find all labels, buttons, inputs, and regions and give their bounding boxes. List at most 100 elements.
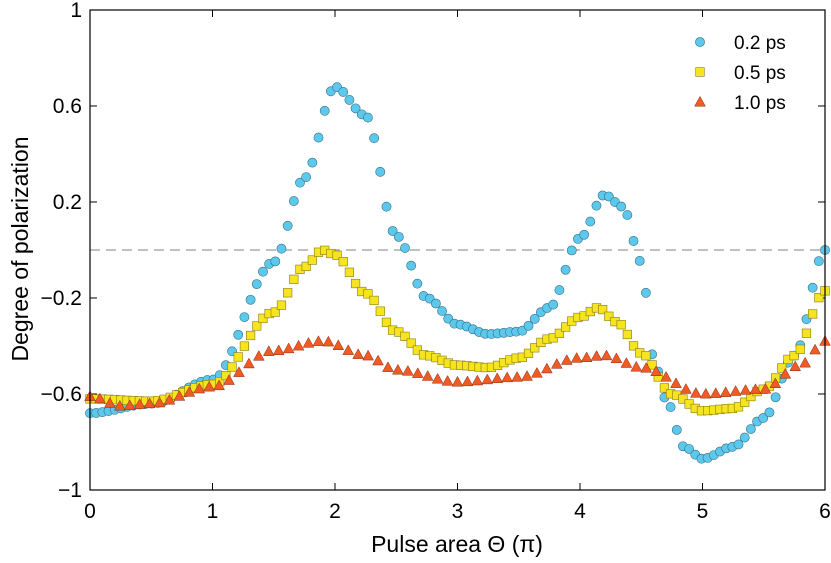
- data-point: [603, 191, 614, 202]
- data-point: [521, 370, 533, 381]
- data-point: [671, 424, 682, 435]
- data-point: [153, 396, 166, 408]
- legend-label: 0.2 ps: [734, 33, 786, 54]
- legend-marker: [695, 67, 705, 77]
- data-point: [739, 432, 750, 443]
- y-axis-title: Degree of polarization: [7, 136, 33, 361]
- data-point: [451, 375, 464, 387]
- data-point: [123, 399, 136, 410]
- data-point: [392, 363, 404, 375]
- data-point: [709, 387, 722, 398]
- data-point: [430, 298, 441, 309]
- data-point: [634, 255, 645, 266]
- data-point: [183, 386, 196, 397]
- data-point: [813, 256, 824, 267]
- data-point: [814, 293, 824, 303]
- data-point: [808, 309, 818, 319]
- data-point: [650, 365, 662, 376]
- data-point: [350, 278, 361, 289]
- data-point: [616, 201, 627, 212]
- data-point: [338, 257, 348, 267]
- data-point: [307, 157, 318, 168]
- data-point: [270, 256, 281, 267]
- data-point: [659, 383, 670, 393]
- data-point: [598, 304, 608, 315]
- data-point: [288, 196, 299, 206]
- data-point: [777, 363, 787, 373]
- data-point: [560, 322, 571, 332]
- data-point: [745, 424, 756, 434]
- data-point: [795, 344, 805, 354]
- y-tick-label: −0.6: [41, 383, 82, 406]
- series-1-0-ps: [84, 335, 831, 411]
- data-point: [282, 220, 293, 231]
- data-point: [764, 407, 775, 418]
- data-point: [307, 255, 317, 265]
- data-point: [411, 367, 424, 378]
- data-point: [270, 307, 280, 317]
- data-point: [233, 352, 243, 362]
- data-point: [104, 397, 116, 408]
- data-point: [369, 295, 379, 306]
- data-point: [622, 210, 633, 220]
- x-axis-title: Pulse area Θ (π): [371, 531, 543, 557]
- data-point: [295, 177, 305, 188]
- data-point: [641, 351, 651, 361]
- data-point: [382, 361, 394, 372]
- data-point: [620, 357, 633, 368]
- data-point: [437, 306, 447, 316]
- data-point: [441, 375, 454, 386]
- data-point: [585, 216, 596, 227]
- data-point: [630, 360, 643, 372]
- data-point: [801, 328, 812, 338]
- data-point: [301, 261, 311, 271]
- data-point: [412, 278, 423, 289]
- y-tick-label: 1: [70, 0, 82, 22]
- data-point: [332, 339, 345, 350]
- data-point: [779, 368, 792, 379]
- data-point: [143, 397, 156, 409]
- data-point: [283, 288, 293, 298]
- data-point: [227, 362, 237, 372]
- data-point: [670, 377, 682, 388]
- data-point: [239, 341, 250, 351]
- data-point: [560, 354, 573, 365]
- data-point: [375, 306, 385, 316]
- data-point: [554, 285, 565, 295]
- data-point: [622, 329, 632, 340]
- data-point: [221, 370, 231, 381]
- data-point: [406, 260, 417, 271]
- data-point: [590, 350, 603, 361]
- legend-marker: [695, 37, 705, 47]
- data-point: [243, 357, 255, 369]
- data-point: [252, 321, 262, 331]
- data-point: [749, 383, 762, 394]
- data-point: [640, 287, 651, 298]
- data-point: [560, 264, 571, 275]
- data-point: [678, 394, 688, 404]
- data-point: [313, 132, 324, 143]
- data-point: [640, 361, 653, 373]
- data-point: [461, 375, 474, 387]
- data-point: [665, 402, 676, 412]
- data-point: [272, 344, 285, 355]
- data-point: [381, 201, 392, 212]
- data-point: [739, 384, 752, 395]
- data-point: [223, 374, 235, 385]
- data-point: [312, 335, 325, 346]
- data-point: [372, 354, 384, 366]
- data-point: [628, 341, 639, 351]
- data-point: [332, 250, 342, 260]
- data-point: [251, 279, 262, 290]
- data-point: [471, 374, 484, 386]
- data-point: [245, 294, 256, 305]
- x-tick-label: 5: [697, 500, 709, 523]
- data-point: [133, 398, 146, 409]
- data-point: [770, 392, 781, 403]
- data-point: [375, 166, 386, 177]
- data-point: [350, 103, 361, 114]
- data-point: [809, 343, 821, 355]
- data-point: [759, 382, 772, 394]
- data-point: [660, 370, 672, 382]
